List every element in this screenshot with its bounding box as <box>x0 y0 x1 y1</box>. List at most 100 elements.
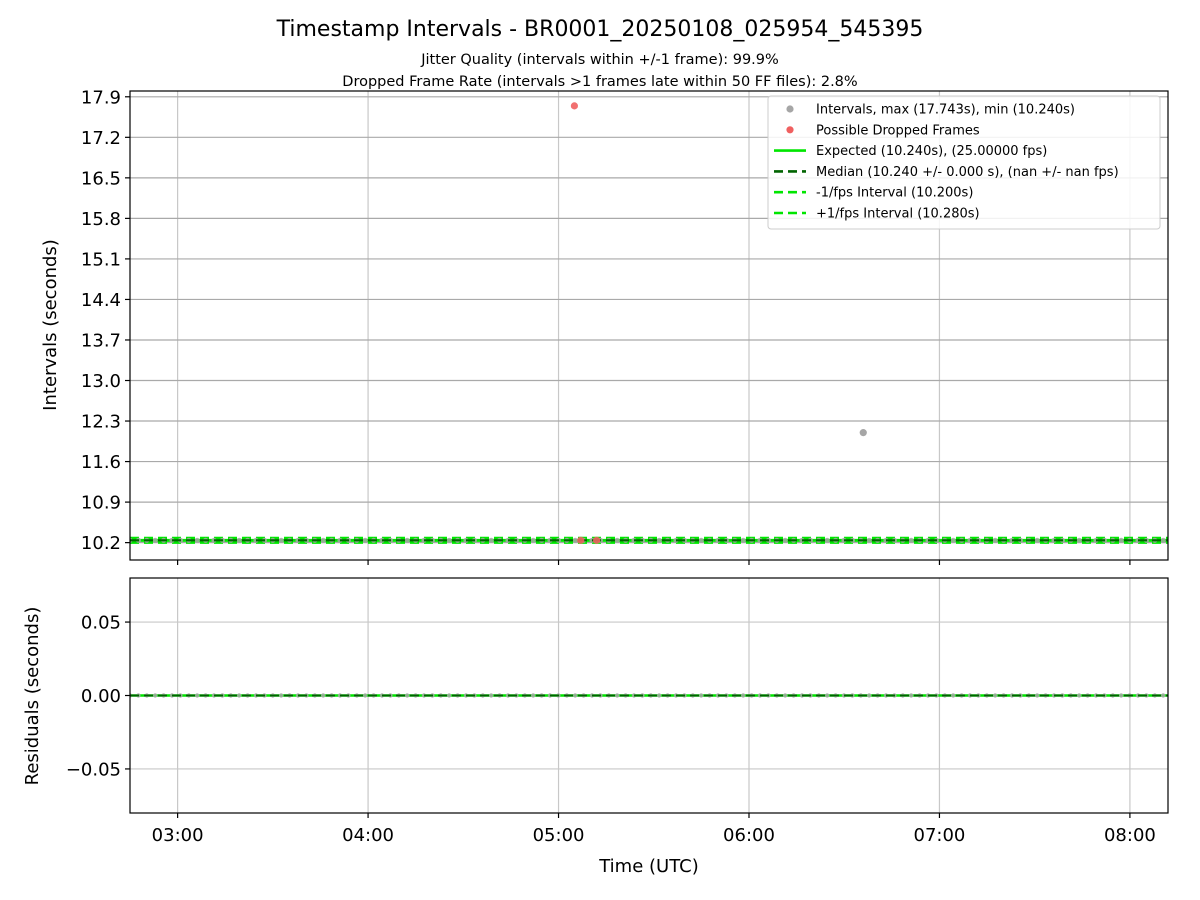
interval-point-18 <box>278 537 284 543</box>
residual-point-78 <box>783 693 788 698</box>
intervals-panel: 10.2 10.9 11.6 12.3 13.0 13.7 14.4 15.1 15.8 16.5… <box>40 87 1169 565</box>
residual-point-8 <box>195 693 200 698</box>
chart-subtitle-jitter: Jitter Quality (intervals within +/-1 fr… <box>420 52 779 68</box>
residuals-y-tick-label: 0.00 <box>81 686 121 707</box>
residual-point-113 <box>1077 693 1082 698</box>
legend-marker-1 <box>786 126 794 134</box>
intervals-ticks: 10.2 10.9 11.6 12.3 13.0 13.7 14.4 15.1 15.8 16.5… <box>81 87 1131 565</box>
residual-point-13 <box>237 693 242 698</box>
chart-subtitle-dropped: Dropped Frame Rate (intervals >1 frames … <box>342 74 857 90</box>
interval-point-118 <box>1118 537 1124 543</box>
interval-point-68 <box>698 537 704 543</box>
interval-point-33 <box>404 537 410 543</box>
residual-point-63 <box>657 693 662 698</box>
x-tick-label: 04:00 <box>342 825 394 846</box>
legend-entry-label: -1/fps Interval (10.200s) <box>816 186 973 201</box>
interval-point-103 <box>992 537 998 543</box>
chart-title: Timestamp Intervals - BR0001_20250108_02… <box>276 17 924 42</box>
intervals-y-tick-label: 10.9 <box>81 493 121 514</box>
residuals-y-axis-label: Residuals (seconds) <box>22 607 43 786</box>
residual-point-73 <box>741 693 746 698</box>
x-tick-label: 06:00 <box>723 825 775 846</box>
residuals-plot-area <box>130 693 1168 698</box>
residual-point-58 <box>615 693 620 698</box>
residuals-y-tick-label: 0.05 <box>81 613 121 634</box>
residual-point-68 <box>699 693 704 698</box>
interval-point-93 <box>908 537 914 543</box>
legend-marker-0 <box>786 105 794 113</box>
residual-point-93 <box>909 693 914 698</box>
interval-point-113 <box>1076 537 1082 543</box>
intervals-y-tick-label: 14.4 <box>81 290 121 311</box>
residual-point-123 <box>1161 693 1166 698</box>
residual-point-3 <box>153 693 158 698</box>
intervals-gridlines <box>130 91 1168 560</box>
interval-point-8 <box>194 537 200 543</box>
intervals-y-axis-label: Intervals (seconds) <box>40 239 61 411</box>
legend-entry-label: Intervals, max (17.743s), min (10.240s) <box>816 103 1075 118</box>
intervals-y-tick-label: 17.2 <box>81 128 121 149</box>
residual-point-103 <box>993 693 998 698</box>
residual-point-53 <box>573 693 578 698</box>
intervals-legend: Intervals, max (17.743s), min (10.240s) P… <box>767 95 1161 230</box>
interval-point-13 <box>236 537 242 543</box>
interval-point-63 <box>656 537 662 543</box>
dropped-frame-point-2 <box>593 536 601 544</box>
interval-point-123 <box>1160 537 1166 543</box>
residuals-ticks: 03:00 04:00 05:00 06:00 07:00 08:00 0.05 0.00 −0… <box>66 613 1156 846</box>
legend-box <box>767 95 1161 230</box>
interval-point-73 <box>740 537 746 543</box>
residual-point-83 <box>825 693 830 698</box>
residual-point-88 <box>867 693 872 698</box>
residual-point-28 <box>363 693 368 698</box>
residual-point-38 <box>447 693 452 698</box>
residual-point-108 <box>1035 693 1040 698</box>
legend-entry-label: Median (10.240 +/- 0.000 s), (nan +/- na… <box>816 165 1119 180</box>
intervals-y-tick-label: 16.5 <box>81 168 121 189</box>
x-tick-label: 05:00 <box>533 825 585 846</box>
intervals-y-tick-label: 15.8 <box>81 209 121 230</box>
interval-point-28 <box>362 537 368 543</box>
intervals-y-tick-label: 11.6 <box>81 452 121 473</box>
interval-point-53 <box>572 537 578 543</box>
dropped-frame-point-0 <box>570 102 579 110</box>
dropped-frame-point-1 <box>577 536 585 544</box>
interval-point-98 <box>950 537 956 543</box>
interval-point-83 <box>824 537 830 543</box>
residual-point-118 <box>1119 693 1124 698</box>
intervals-y-tick-label: 12.3 <box>81 412 121 433</box>
intervals-y-tick-label: 13.7 <box>81 330 121 351</box>
legend-entry-label: Possible Dropped Frames <box>816 123 980 138</box>
interval-point-43 <box>488 537 494 543</box>
interval-outlier-point-0 <box>859 429 867 437</box>
interval-point-48 <box>530 537 536 543</box>
intervals-plot-area <box>130 102 1168 544</box>
interval-point-78 <box>782 537 788 543</box>
interval-point-58 <box>614 537 620 543</box>
intervals-y-tick-label: 17.9 <box>81 87 121 108</box>
intervals-y-tick-label: 10.2 <box>81 533 121 554</box>
residual-point-43 <box>489 693 494 698</box>
residual-point-98 <box>951 693 956 698</box>
x-tick-label: 08:00 <box>1104 825 1156 846</box>
residual-point-48 <box>531 693 536 698</box>
interval-point-23 <box>320 537 326 543</box>
residuals-y-tick-label: −0.05 <box>66 759 121 780</box>
legend-entry-label: +1/fps Interval (10.280s) <box>816 207 980 222</box>
legend-entry-label: Expected (10.240s), (25.00000 fps) <box>816 144 1047 159</box>
residual-point-18 <box>279 693 284 698</box>
intervals-y-tick-label: 13.0 <box>81 371 121 392</box>
interval-point-3 <box>152 537 158 543</box>
intervals-axes-frame <box>129 90 1169 561</box>
intervals-y-tick-label: 15.1 <box>81 249 121 270</box>
interval-point-38 <box>446 537 452 543</box>
x-tick-label: 03:00 <box>152 825 204 846</box>
residual-point-23 <box>321 693 326 698</box>
x-tick-label: 07:00 <box>914 825 966 846</box>
interval-point-88 <box>866 537 872 543</box>
x-axis-label: Time (UTC) <box>598 856 699 877</box>
residual-point-33 <box>405 693 410 698</box>
interval-point-108 <box>1034 537 1040 543</box>
residuals-panel: 03:00 04:00 05:00 06:00 07:00 08:00 0.05 0.00 −0… <box>22 577 1169 877</box>
